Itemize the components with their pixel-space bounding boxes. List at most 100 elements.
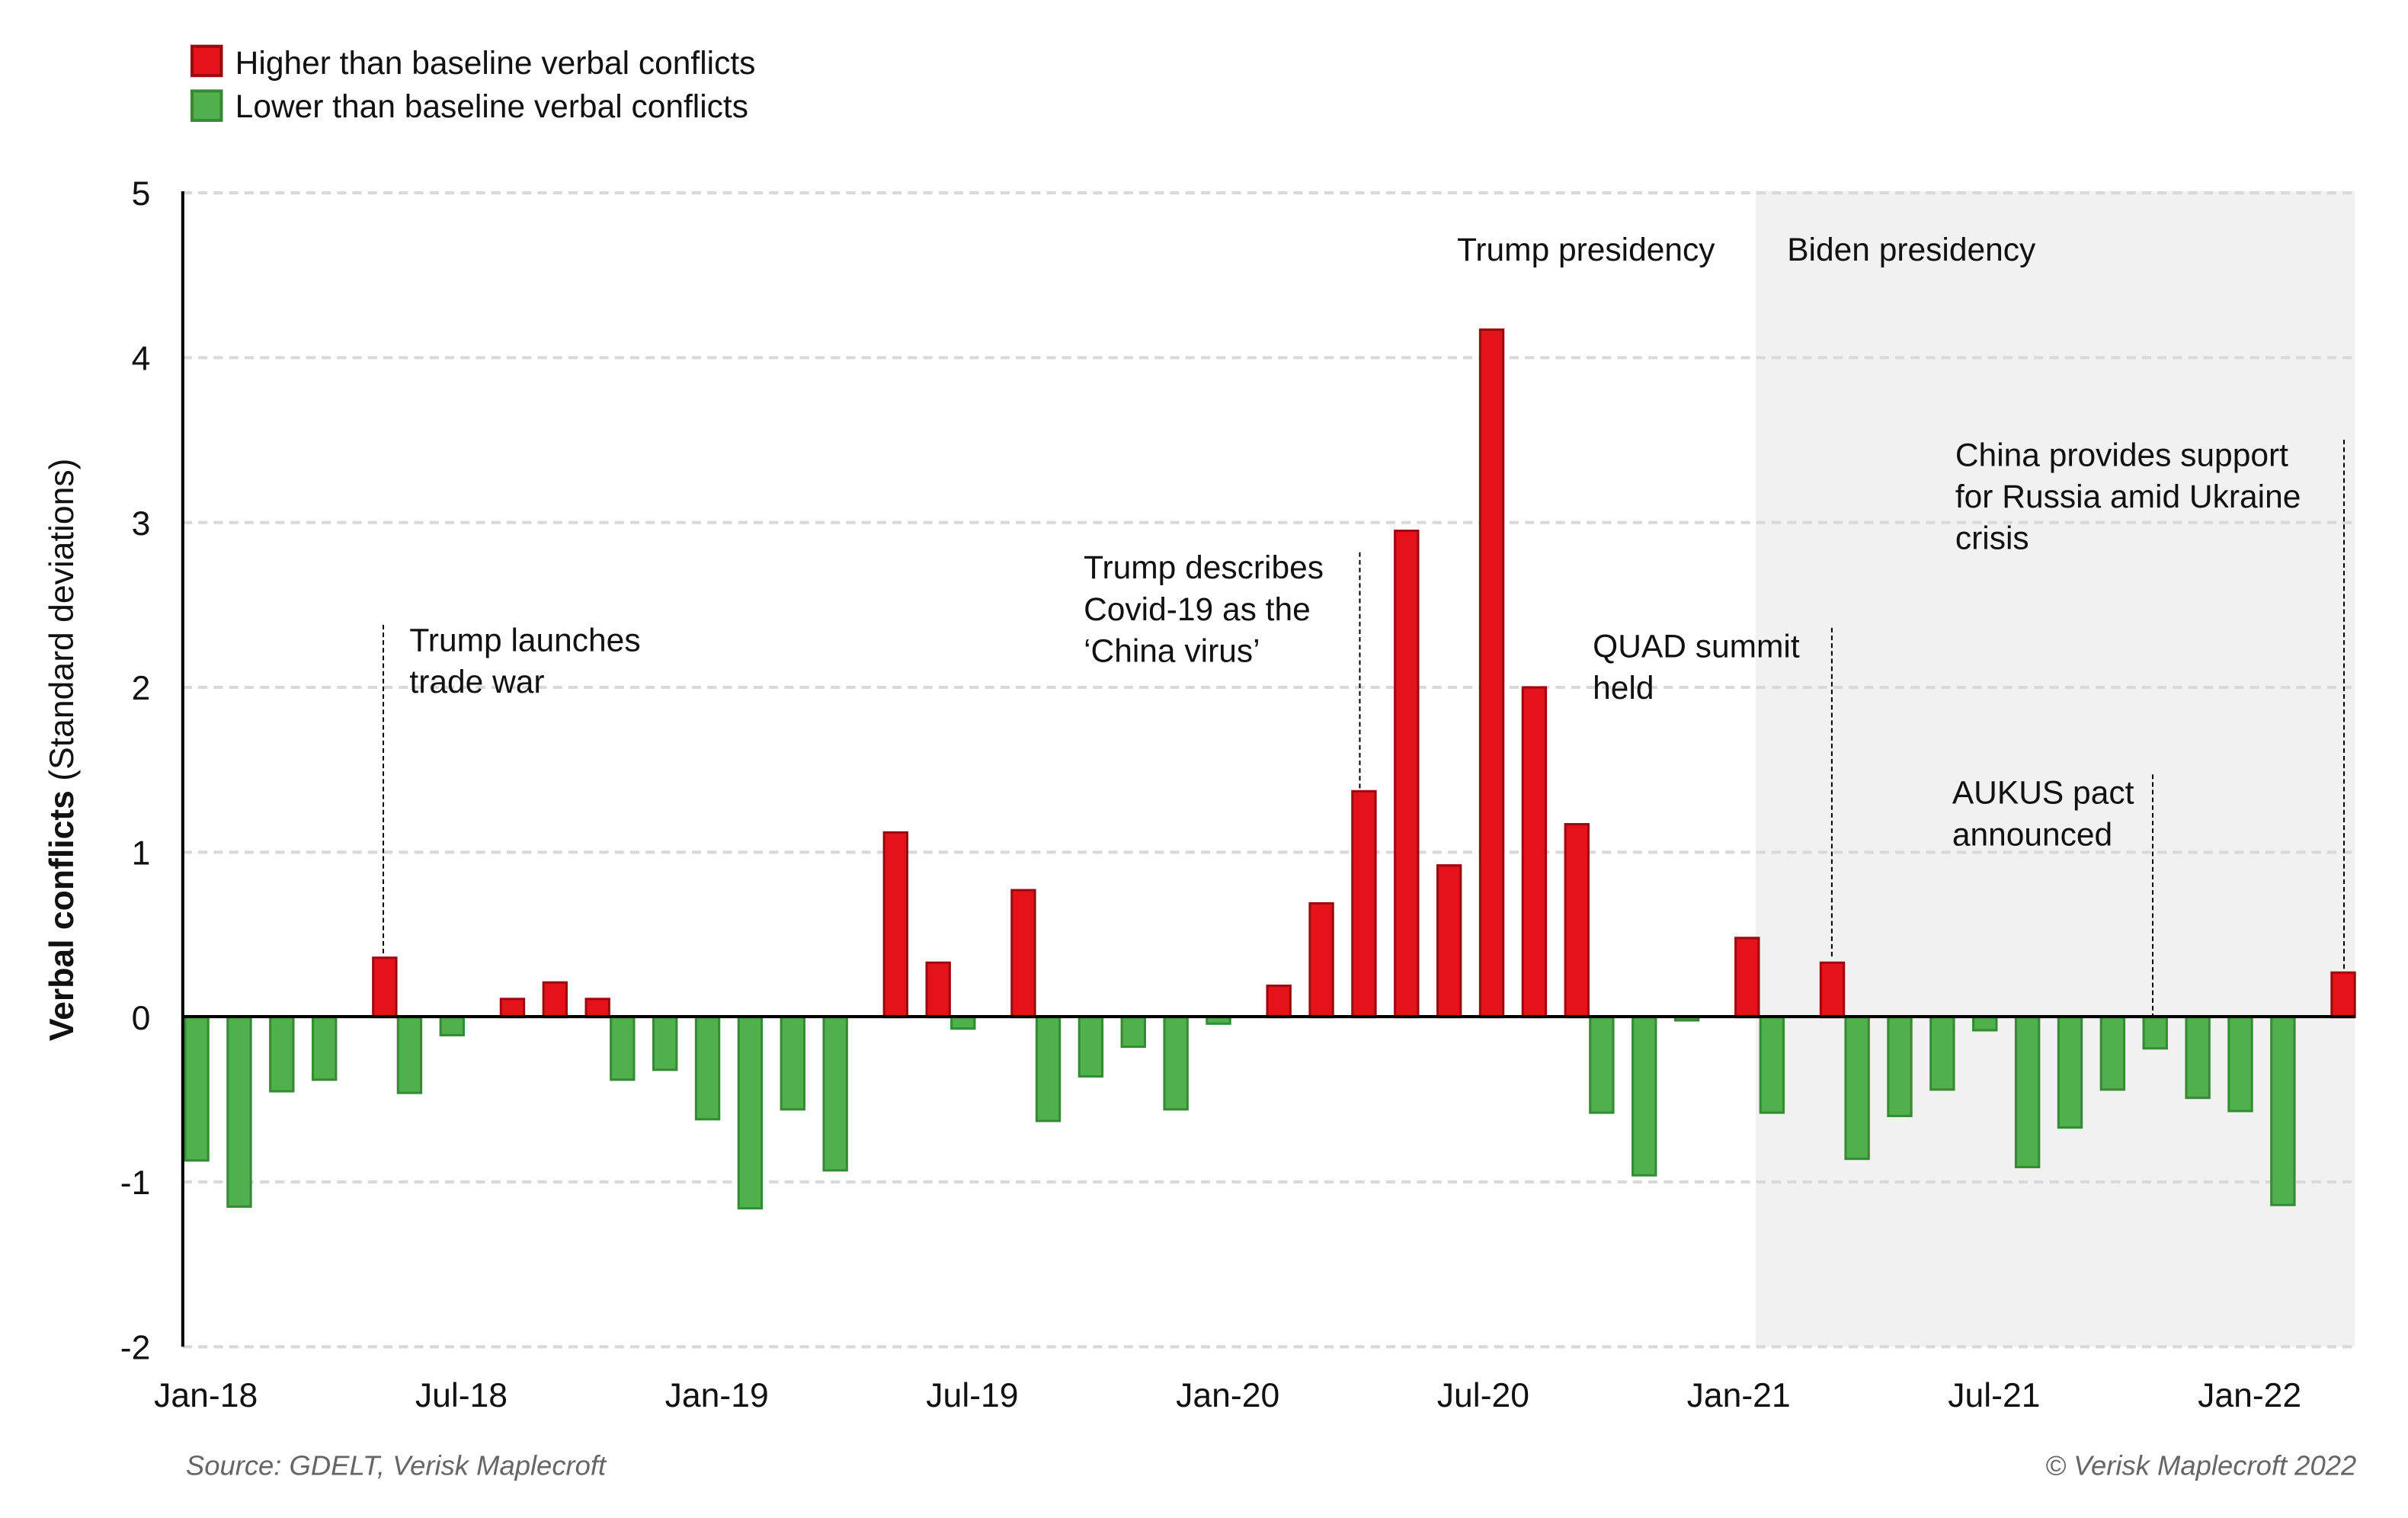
y-tick-label: -2: [120, 1329, 151, 1366]
bar-lower-Feb-21: [1759, 1016, 1785, 1114]
bar-lower-Apr-19: [822, 1016, 848, 1172]
annotation-line: trade war: [409, 665, 544, 700]
y-tick-label: 2: [132, 670, 151, 707]
bar-higher-Oct-18: [584, 998, 610, 1019]
annotation-line: AUKUS pact: [1952, 776, 2134, 812]
bar-higher-Feb-20: [1266, 985, 1292, 1019]
gridlines: [182, 191, 2355, 1349]
bar-lower-Oct-19: [1078, 1016, 1104, 1078]
x-tick-label: Jan-22: [2198, 1377, 2301, 1414]
bar-lower-Apr-21: [1844, 1016, 1870, 1161]
y-tick-label: 4: [132, 341, 151, 378]
bar-higher-Sep-20: [1564, 823, 1590, 1019]
bar-lower-Mar-18: [269, 1016, 295, 1093]
legend-label-higher: Higher than baseline verbal conflicts: [235, 46, 756, 82]
bar-lower-Apr-18: [311, 1016, 338, 1081]
bar-lower-Nov-21: [2142, 1016, 2168, 1050]
bar-higher-Jun-19: [925, 961, 951, 1019]
trump-presidency-label: Trump presidency: [1457, 232, 1715, 268]
x-tick-label: Jan-18: [154, 1377, 258, 1414]
bar-higher-Mar-22: [2330, 971, 2356, 1019]
annotation-russia: China provides support for Russia amid Uk…: [1955, 437, 2346, 971]
bar-higher-Jul-20: [1478, 328, 1505, 1019]
bar-higher-Mar-21: [1819, 961, 1846, 1019]
x-tick-label: Jul-18: [415, 1377, 508, 1414]
bar-lower-May-21: [1887, 1016, 1913, 1117]
x-tick-labels: Jan-18 Jul-18 Jan-19 Jul-19 Jan-20 Jul-20 Jan-…: [154, 1377, 2301, 1414]
biden-presidency-shading: [1755, 191, 2355, 1347]
legend-swatch-higher: [190, 44, 223, 78]
bar-lower-Feb-19: [737, 1016, 764, 1210]
bar-lower-Jun-18: [396, 1016, 423, 1094]
bar-lower-Dec-21: [2185, 1016, 2211, 1100]
bar-lower-Nov-18: [610, 1016, 636, 1081]
annotation-aukus: AUKUS pact announced: [1952, 774, 2154, 1016]
annotation-line: Covid-19 as the: [1084, 592, 1311, 628]
bar-lower-Feb-22: [2270, 1016, 2296, 1206]
y-axis-label-rest: (Standard deviations): [43, 459, 81, 791]
bar-lower-Nov-19: [1120, 1016, 1146, 1049]
bar-lower-Jan-22: [2227, 1016, 2253, 1113]
bar-higher-Sep-18: [542, 981, 568, 1019]
bar-higher-May-19: [882, 831, 909, 1019]
bar-lower-Jul-21: [1972, 1016, 1998, 1032]
annotation-line: China provides support: [1955, 437, 2288, 473]
bar-lower-Oct-20: [1589, 1016, 1615, 1114]
annotation-line: for Russia amid Ukraine: [1955, 479, 2301, 515]
bar-lower-Nov-20: [1631, 1016, 1657, 1177]
y-tick-label: 0: [132, 1000, 151, 1037]
bar-higher-May-18: [372, 956, 398, 1019]
source-note: Source: GDELT, Verisk Maplecroft: [186, 1449, 607, 1481]
bar-lower-Aug-21: [2014, 1016, 2041, 1169]
bar-higher-Jun-20: [1436, 864, 1462, 1019]
bar-higher-May-20: [1394, 529, 1420, 1019]
annotation-quad: QUAD summit held: [1593, 627, 1833, 960]
bar-lower-Oct-21: [2099, 1016, 2126, 1091]
annotation-line: QUAD summit: [1593, 629, 1800, 665]
y-axis-label: Verbal conflicts (Standard deviations): [43, 459, 81, 1042]
bar-lower-Jan-19: [694, 1016, 721, 1121]
annotation-line: announced: [1952, 817, 2112, 853]
bar-lower-Dec-18: [652, 1016, 678, 1071]
bar-higher-Mar-20: [1308, 902, 1334, 1019]
x-tick-label: Jul-19: [926, 1377, 1018, 1414]
x-tick-label: Jul-21: [1948, 1377, 2040, 1414]
y-tick-label: -1: [120, 1164, 151, 1202]
annotation-covid: Trump describes Covid-19 as the ‘China vir…: [1084, 550, 1361, 790]
bar-lower-Mar-19: [780, 1016, 805, 1111]
y-tick-label: 1: [132, 835, 151, 873]
y-axis-label-bold: Verbal conflicts: [43, 790, 81, 1041]
bar-lower-Jan-18: [184, 1016, 210, 1162]
annotation-line: Trump launches: [409, 623, 640, 658]
y-tick-label: 5: [132, 175, 151, 213]
bar-lower-Dec-19: [1163, 1016, 1189, 1111]
bar-higher-Jan-21: [1734, 937, 1760, 1019]
y-tick-label: 3: [132, 505, 151, 543]
annotation-line: Trump describes: [1084, 550, 1324, 586]
bar-higher-Apr-20: [1351, 789, 1377, 1019]
biden-presidency-label: Biden presidency: [1787, 232, 2036, 268]
x-tick-label: Jan-19: [665, 1377, 769, 1414]
x-tick-label: Jul-20: [1437, 1377, 1529, 1414]
bar-lower-Jul-19: [950, 1016, 976, 1030]
annotation-line: crisis: [1955, 521, 2029, 557]
bar-lower-Jun-21: [1929, 1016, 1955, 1091]
legend-swatch-lower: [190, 89, 223, 122]
bar-lower-Jul-18: [439, 1016, 466, 1036]
x-tick-label: Jan-21: [1687, 1377, 1791, 1414]
annotation-trade-war: Trump launches trade war: [383, 623, 641, 956]
bar-higher-Aug-20: [1521, 686, 1548, 1019]
bar-lower-Feb-18: [226, 1016, 252, 1208]
annotation-line: held: [1593, 671, 1654, 706]
legend-label-lower: Lower than baseline verbal conflicts: [235, 89, 748, 125]
bar-higher-Aug-18: [499, 998, 526, 1019]
bar-lower-Sep-19: [1035, 1016, 1062, 1122]
y-tick-labels: 5 4 3 2 1 0 -1 -2: [120, 175, 151, 1366]
annotation-line: ‘China virus’: [1084, 633, 1260, 669]
